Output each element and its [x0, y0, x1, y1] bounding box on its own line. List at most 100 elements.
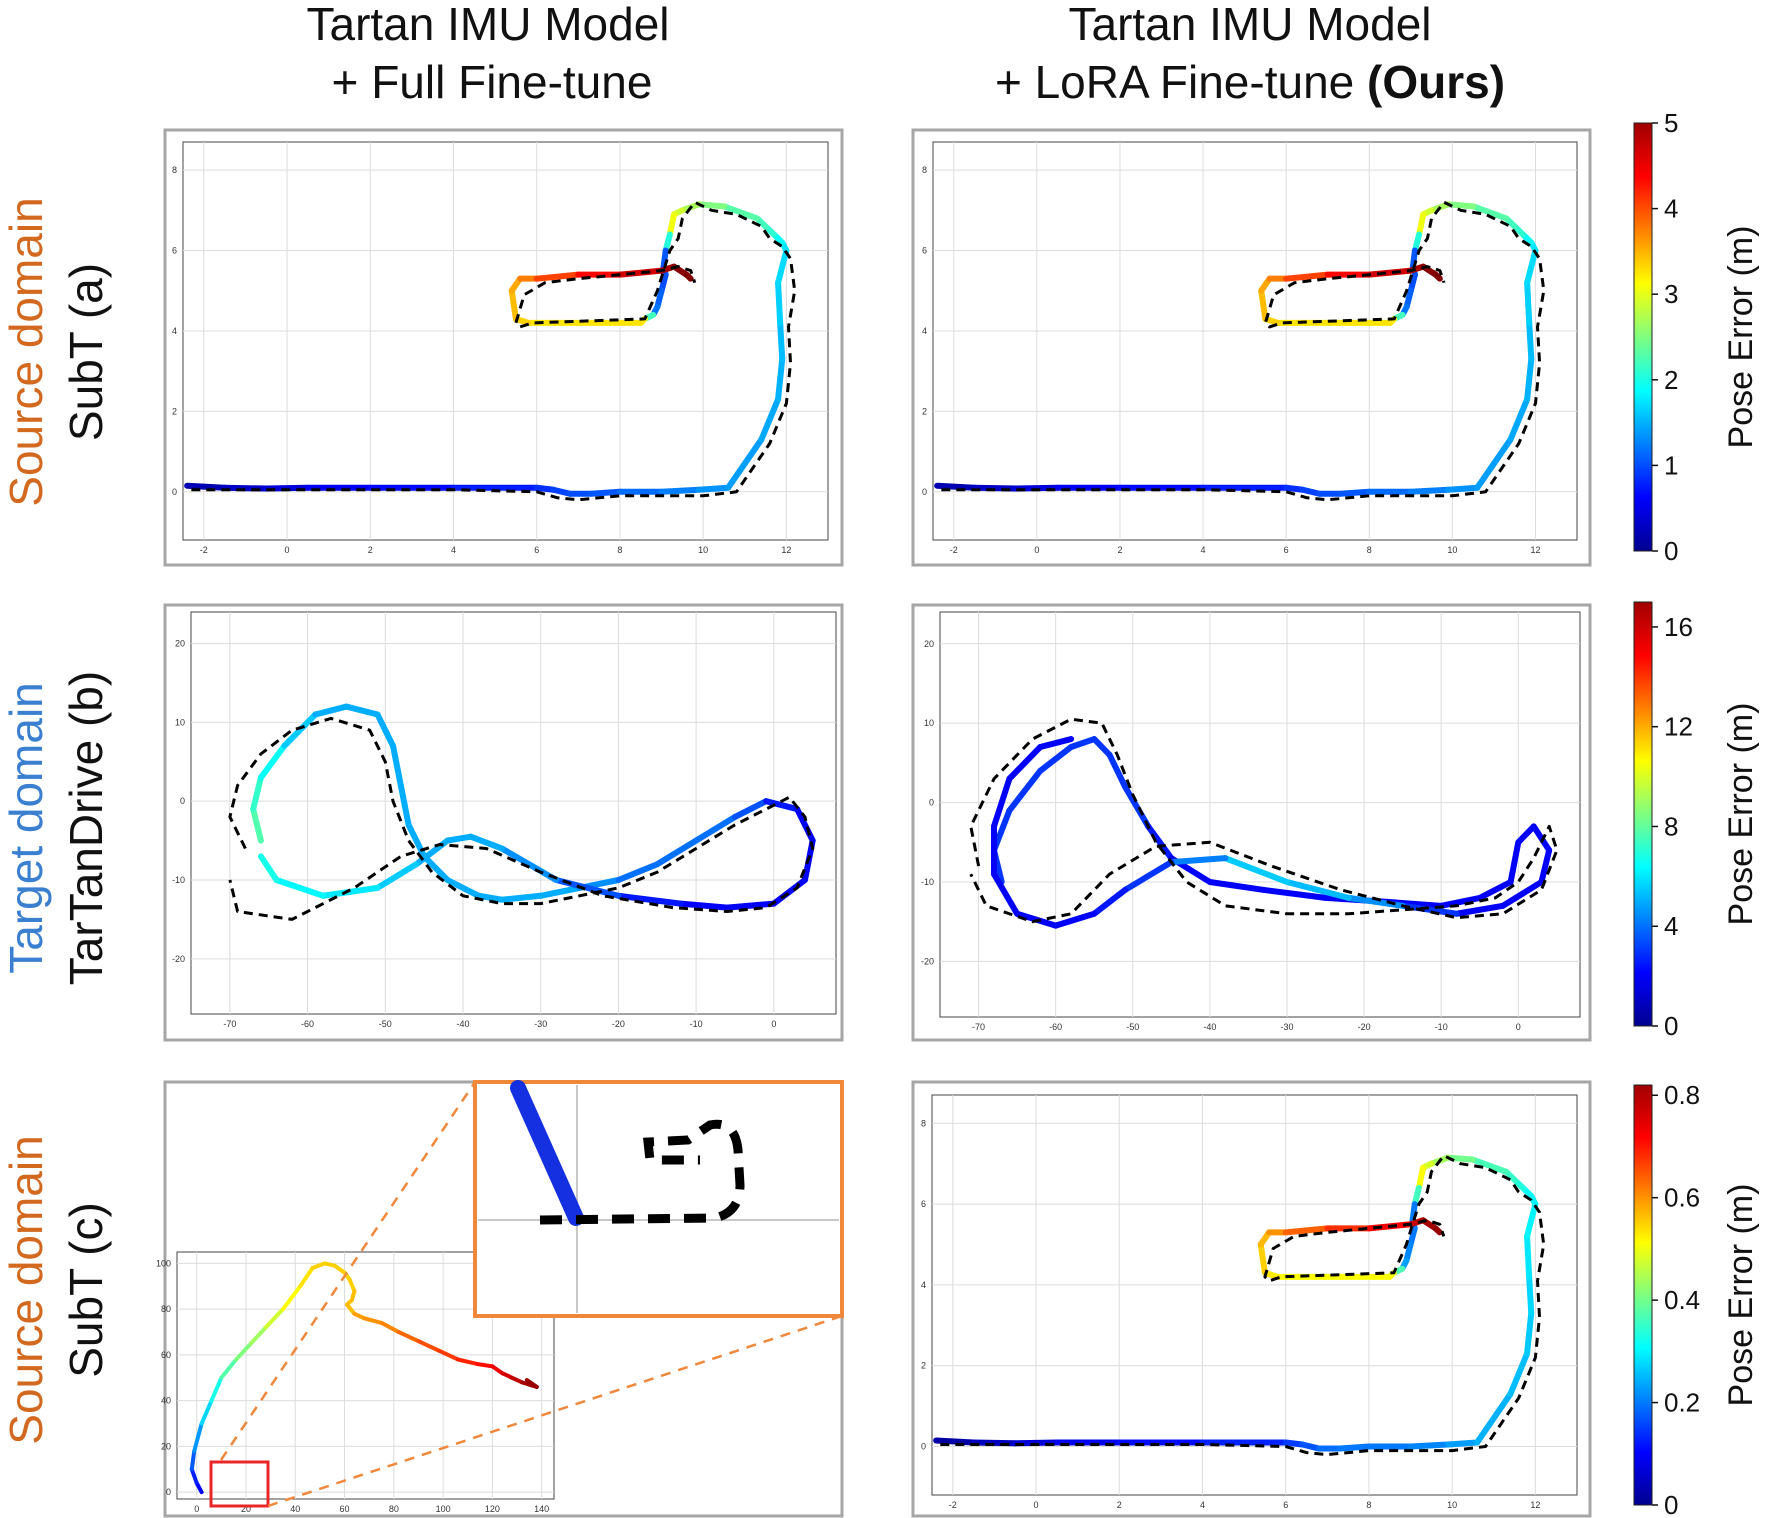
estimate-trajectory-segment: [591, 492, 620, 494]
col-title-lora-line2-main: + LoRA Fine-tune: [995, 56, 1367, 108]
x-tick-label: 10: [1447, 1500, 1457, 1510]
estimate-trajectory-segment: [1527, 1236, 1529, 1276]
x-tick-label: -60: [1049, 1022, 1062, 1032]
y-tick-label: 8: [921, 1118, 926, 1128]
colorbar-a-gradient: [1634, 123, 1652, 551]
x-tick-label: 120: [485, 1504, 500, 1514]
colorbar-c: 0 0.2 0.4 0.6 0.8 Pose Error (m): [1634, 1080, 1760, 1518]
x-tick-label: -20: [612, 1019, 625, 1029]
y-tick-label: -20: [172, 954, 185, 964]
colorbar-c-ticks: 0 0.2 0.4 0.6 0.8: [1652, 1080, 1700, 1518]
estimate-trajectory-segment: [778, 359, 782, 399]
y-tick-label: 2: [922, 406, 927, 416]
x-tick-label: 0: [285, 545, 290, 555]
estimate-trajectory-segment: [192, 1451, 194, 1469]
estimate-trajectory-segment: [937, 486, 974, 488]
colorbar-c-gradient: [1634, 1085, 1652, 1505]
y-tick-label: 8: [172, 165, 177, 175]
estimate-trajectory-segment: [1527, 1313, 1531, 1353]
colorbar-tick-label: 16: [1664, 612, 1693, 642]
col-title-lora-line1: Tartan IMU Model: [1068, 0, 1431, 50]
x-tick-label: 0: [1034, 545, 1039, 555]
estimate-trajectory-segment: [187, 486, 224, 488]
estimate-trajectory-segment: [778, 283, 780, 323]
colorbar-a-ticks: 012345: [1652, 108, 1678, 566]
x-tick-label: 0: [194, 1504, 199, 1514]
colorbar-a: 012345 Pose Error (m): [1634, 108, 1760, 566]
estimate-trajectory-segment: [1369, 271, 1411, 275]
x-tick-label: -50: [379, 1019, 392, 1029]
x-tick-label: -20: [1358, 1022, 1371, 1032]
row-b-domain: Target domain: [0, 682, 52, 974]
x-tick-label: -2: [949, 1500, 957, 1510]
estimate-trajectory-segment: [1261, 291, 1265, 319]
x-tick-label: -70: [223, 1019, 236, 1029]
x-tick-label: 2: [1117, 545, 1122, 555]
x-tick-label: -50: [1126, 1022, 1139, 1032]
estimate-trajectory-segment: [1419, 1168, 1423, 1188]
plot-tartandrive-b-full-finetune: -70 -60 -50 -40 -30 -20 -10 0-20-1001020: [172, 612, 836, 1029]
y-tick-label: 20: [924, 639, 934, 649]
colorbar-tick-label: 12: [1664, 712, 1693, 742]
colorbar-tick-label: 3: [1664, 279, 1678, 309]
x-tick-label: -70: [972, 1022, 985, 1032]
x-tick-label: 0: [771, 1019, 776, 1029]
estimate-trajectory-segment: [502, 896, 541, 900]
x-tick-label: -10: [1435, 1022, 1448, 1032]
colorbar-tick-label: 2: [1664, 365, 1678, 395]
estimate-trajectory-segment: [1340, 492, 1369, 494]
y-tick-label: 6: [921, 1199, 926, 1209]
y-tick-label: 20: [175, 639, 185, 649]
colorbar-tick-label: 0.6: [1664, 1183, 1700, 1213]
y-tick-label: 10: [175, 717, 185, 727]
estimate-trajectory-segment: [1448, 1442, 1477, 1444]
colorbar-tick-label: 0.8: [1664, 1080, 1700, 1110]
x-tick-label: 2: [1117, 1500, 1122, 1510]
y-tick-label: -10: [921, 877, 934, 887]
estimate-trajectory-segment: [662, 490, 699, 492]
y-tick-label: 0: [922, 487, 927, 497]
y-tick-label: 4: [922, 326, 927, 336]
y-tick-label: 4: [921, 1280, 926, 1290]
x-tick-label: 60: [340, 1504, 350, 1514]
colorbar-b-label: Pose Error (m): [1722, 703, 1760, 926]
y-tick-label: 0: [921, 1442, 926, 1452]
x-tick-label: 6: [1284, 545, 1289, 555]
x-tick-label: 8: [1367, 545, 1372, 555]
estimate-trajectory-segment: [1340, 1447, 1369, 1449]
y-tick-label: 6: [922, 246, 927, 256]
y-tick-label: 20: [161, 1441, 171, 1451]
colorbar-c-label: Pose Error (m): [1722, 1184, 1760, 1407]
estimate-trajectory-segment: [1171, 858, 1225, 862]
x-tick-label: -2: [200, 545, 208, 555]
y-tick-label: 8: [922, 165, 927, 175]
col-title-full-line1: Tartan IMU Model: [306, 0, 669, 50]
colorbar-b-gradient: [1634, 602, 1652, 1026]
y-tick-label: 2: [921, 1361, 926, 1371]
estimate-trajectory-segment: [1436, 275, 1440, 279]
estimate-trajectory-segment: [1529, 323, 1531, 359]
y-tick-label: -10: [172, 875, 185, 885]
estimate-trajectory-segment: [727, 904, 774, 908]
estimate-trajectory-segment: [1527, 359, 1531, 399]
x-tick-label: 40: [290, 1504, 300, 1514]
x-tick-label: 10: [1447, 545, 1457, 555]
x-tick-label: 140: [534, 1504, 549, 1514]
y-tick-label: 40: [161, 1396, 171, 1406]
plot-subt-a-full-finetune: -2 0 2 4 6 8 10 1202468: [172, 142, 828, 555]
colorbar-b: 0481216 Pose Error (m): [1634, 602, 1760, 1041]
row-a-domain: Source domain: [0, 197, 52, 506]
colorbar-tick-label: 0: [1664, 1011, 1678, 1041]
x-tick-label: -2: [950, 545, 958, 555]
x-tick-label: 4: [451, 545, 456, 555]
estimate-trajectory-segment: [699, 488, 728, 490]
estimate-trajectory-segment: [1261, 1244, 1265, 1272]
x-tick-label: 8: [1366, 1500, 1371, 1510]
estimate-trajectory-segment: [1448, 488, 1477, 490]
x-tick-label: 12: [781, 545, 791, 555]
x-tick-label: 4: [1201, 545, 1206, 555]
colorbar-tick-label: 4: [1664, 194, 1678, 224]
colorbar-b-ticks: 0 4 8 12 16: [1652, 612, 1693, 1041]
x-tick-label: -30: [534, 1019, 547, 1029]
